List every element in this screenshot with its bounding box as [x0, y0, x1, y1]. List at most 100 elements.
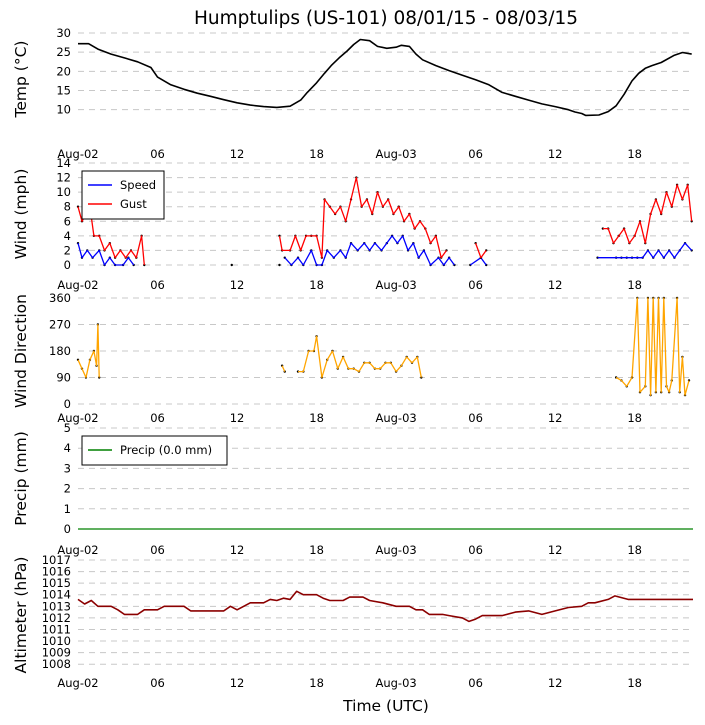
altimeter-xtick-label: 18	[627, 676, 642, 690]
altimeter-xtick-label: 06	[150, 676, 165, 690]
wind-legend: Speed Gust	[81, 170, 165, 220]
precip-ytick-label: 1	[64, 502, 71, 516]
precip-xtick-label: 12	[548, 543, 563, 557]
direction-ytick-label: 0	[64, 397, 71, 411]
precip-ytick-label: 4	[64, 441, 71, 455]
direction-series-directionline	[298, 335, 422, 379]
temp-xtick-label: Aug-03	[375, 147, 416, 161]
precip-ytick-label: 0	[64, 522, 71, 536]
wind-xtick-label: 18	[627, 278, 642, 292]
altimeter-xtick-label: 06	[468, 676, 483, 690]
x-axis-label: Time (UTC)	[342, 697, 429, 715]
wind-xtick-label: 06	[468, 278, 483, 292]
wind-ytick-label: 4	[64, 229, 71, 243]
precip-xtick-label: 12	[230, 543, 245, 557]
temp-ytick-label: 20	[56, 64, 71, 78]
altimeter-ytick-label: 1016	[42, 565, 71, 579]
wind-ytick-label: 6	[64, 214, 71, 228]
direction-ytick-label: 270	[49, 318, 71, 332]
wind-series-speedline	[77, 242, 135, 266]
wind-xtick-label: 18	[309, 278, 324, 292]
direction-series-directionline	[281, 365, 286, 372]
direction-xtick-label: 18	[309, 411, 324, 425]
direction-xtick-label: 06	[150, 411, 165, 425]
temp-ytick-label: 10	[56, 103, 71, 117]
wind-ytick-label: 8	[64, 200, 71, 214]
wind-series-speedline	[469, 257, 487, 266]
direction-series-directionline	[615, 297, 690, 396]
direction-y-axis-label: Wind Direction	[12, 294, 30, 408]
wind-data-point	[278, 263, 281, 267]
wind-xtick-label: 06	[150, 278, 165, 292]
temp-series-templine	[78, 38, 692, 117]
altimeter-ytick-label: 1008	[42, 657, 71, 671]
altimeter-ytick-label: 1009	[42, 646, 71, 660]
direction-series-directionline	[77, 323, 100, 379]
wind-xtick-label: 12	[230, 278, 245, 292]
altimeter-xtick-label: 18	[309, 676, 324, 690]
direction-ytick-label: 360	[49, 291, 71, 305]
wind-series-gustline	[474, 242, 487, 259]
direction-ytick-label: 180	[49, 344, 71, 358]
direction-xtick-label: 12	[548, 411, 563, 425]
wind-legend-label: Gust	[120, 197, 147, 211]
altimeter-xtick-label: Aug-03	[375, 676, 416, 690]
altimeter-ytick-label: 1011	[42, 622, 71, 636]
direction-xtick-label: 18	[627, 411, 642, 425]
altimeter-y-axis-label: Altimeter (hPa)	[12, 557, 30, 674]
temp-xtick-label: 18	[309, 147, 324, 161]
temp-ytick-label: 30	[56, 26, 71, 40]
altimeter-ytick-label: 1014	[42, 588, 71, 602]
altimeter-ytick-label: 1015	[42, 576, 71, 590]
altimeter-ytick-label: 1010	[42, 634, 71, 648]
precip-ytick-label: 3	[64, 461, 71, 475]
temp-xtick-label: Aug-02	[57, 147, 98, 161]
panel-temp: 10 15 20 25 30 Temp (°C) Aug-02 06 12 18 Aug-03 06 1…	[12, 26, 693, 161]
panel-altimeter: 1008100910101011101210131014101510161017…	[12, 553, 693, 690]
altimeter-xtick-label: Aug-02	[57, 676, 98, 690]
precip-y-axis-label: Precip (mm)	[12, 431, 30, 526]
altimeter-ytick-label: 1017	[42, 553, 71, 567]
temp-ytick-label: 25	[56, 45, 71, 59]
wind-ytick-label: 0	[64, 258, 71, 272]
altimeter-ytick-label: 1013	[42, 599, 71, 613]
wind-xtick-label: Aug-02	[57, 278, 98, 292]
precip-xtick-label: 18	[309, 543, 324, 557]
direction-xtick-label: 06	[468, 411, 483, 425]
wind-legend-label: Speed	[120, 178, 156, 192]
temp-xtick-label: 06	[150, 147, 165, 161]
altimeter-ytick-label: 1012	[42, 611, 71, 625]
precip-xtick-label: Aug-02	[57, 543, 98, 557]
precip-ytick-label: 5	[64, 421, 71, 435]
precip-xtick-label: 06	[468, 543, 483, 557]
direction-xtick-label: 12	[230, 411, 245, 425]
wind-ytick-label: 12	[56, 171, 71, 185]
altimeter-xtick-label: 12	[548, 676, 563, 690]
wind-ytick-label: 2	[64, 243, 71, 257]
temp-xtick-label: 12	[548, 147, 563, 161]
altimeter-xtick-label: 12	[230, 676, 245, 690]
altimeter-series-altimeterline	[77, 590, 693, 623]
direction-ytick-label: 90	[56, 371, 71, 385]
chart-title: Humptulips (US-101) 08/01/15 - 08/03/15	[194, 8, 578, 29]
wind-series-gustline	[602, 184, 693, 244]
precip-xtick-label: Aug-03	[375, 543, 416, 557]
direction-xtick-label: Aug-02	[57, 411, 98, 425]
temp-xtick-label: 06	[468, 147, 483, 161]
panel-direction: 0 90 180 270 360 Wind Direction Aug-02 06 12 18 Au…	[12, 291, 693, 425]
temp-ytick-label: 15	[56, 84, 71, 98]
wind-series-speedline	[597, 242, 693, 259]
wind-y-axis-label: Wind (mph)	[12, 169, 30, 260]
wind-xtick-label: Aug-03	[375, 278, 416, 292]
precip-ytick-label: 2	[64, 482, 71, 496]
temp-y-axis-label: Temp (°C)	[12, 41, 30, 119]
direction-xtick-label: Aug-03	[375, 411, 416, 425]
wind-xtick-label: 12	[548, 278, 563, 292]
wind-legend-box	[81, 170, 165, 220]
precip-xtick-label: 06	[150, 543, 165, 557]
wind-data-point	[230, 263, 233, 267]
